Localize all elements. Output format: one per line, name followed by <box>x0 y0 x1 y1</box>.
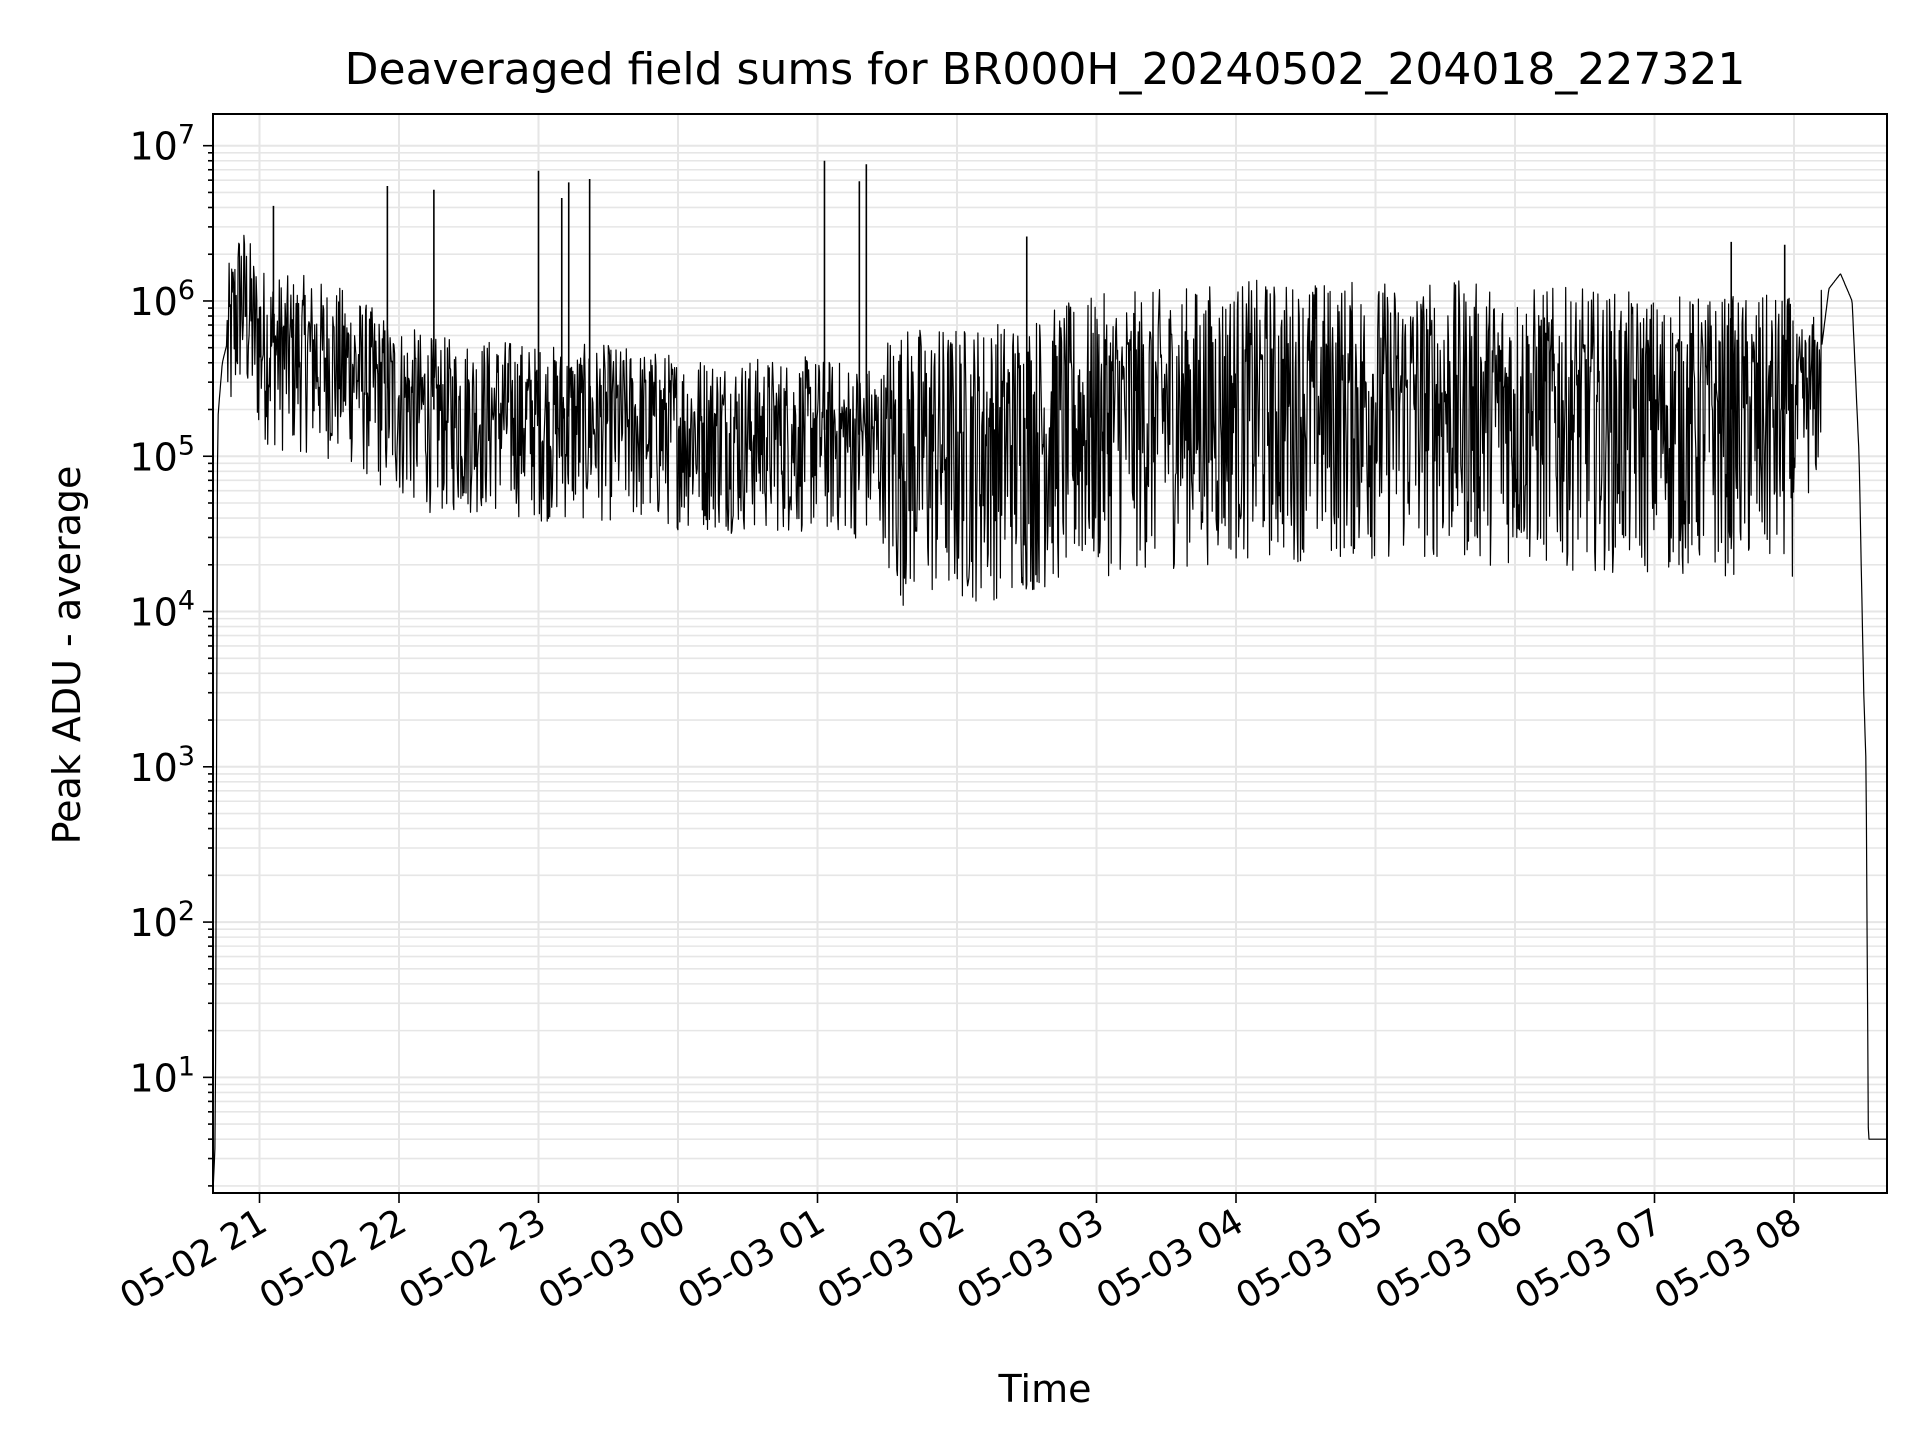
y-tick-label: 103 <box>129 741 195 790</box>
y-tick-label: 105 <box>129 430 195 479</box>
x-axis-label: Time <box>998 1367 1092 1411</box>
series-line <box>212 234 1887 1194</box>
series-layer <box>212 160 1887 1194</box>
chart-title: Deaveraged field sums for BR000H_2024050… <box>345 44 1746 95</box>
grid <box>213 114 1887 1193</box>
plot-frame <box>212 113 1888 1194</box>
y-tick-label: 102 <box>129 896 195 945</box>
y-tick-label: 106 <box>129 275 195 324</box>
y-tick-label: 104 <box>129 586 195 635</box>
y-tick-label: 101 <box>129 1051 195 1100</box>
y-tick-label: 107 <box>129 120 195 169</box>
y-axis-label: Peak ADU - average <box>45 466 89 845</box>
